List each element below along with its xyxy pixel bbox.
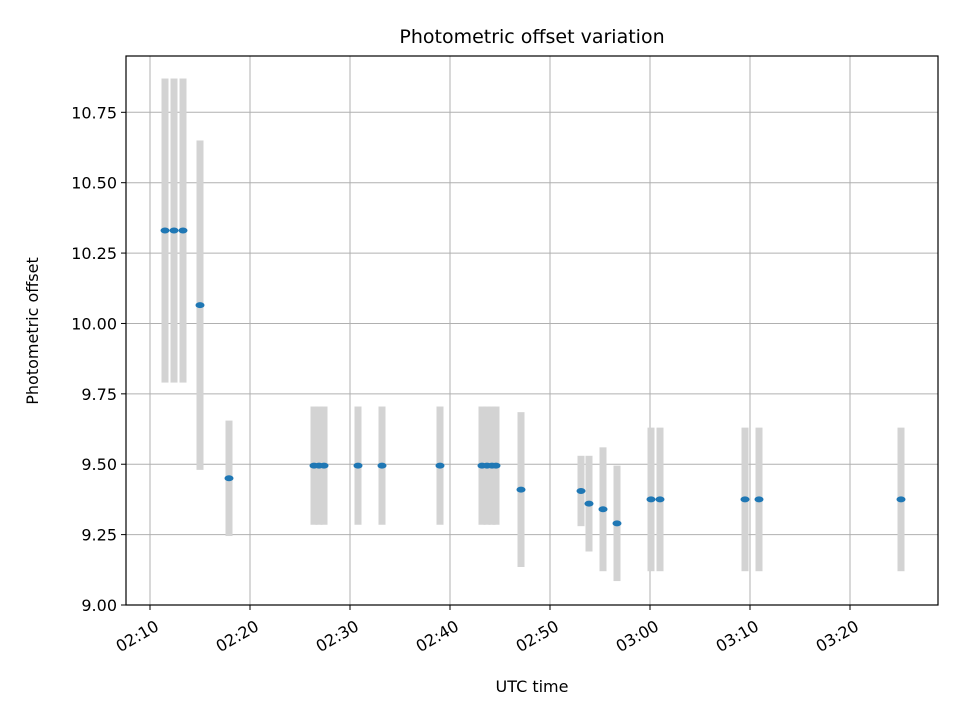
data-point [160,227,170,234]
data-point [516,486,526,493]
data-point [612,520,622,527]
data-point [740,496,750,503]
data-point [435,462,445,469]
data-point [195,302,205,309]
data-point [896,496,906,503]
data-point [576,487,586,494]
data-point [584,500,594,507]
data-point [353,462,363,469]
y-tick-label: 9.00 [81,596,117,615]
data-point [491,462,501,469]
chart-title: Photometric offset variation [399,26,664,48]
y-tick-label: 10.75 [71,103,117,122]
data-point [224,475,234,482]
data-point [319,462,329,469]
y-tick-label: 9.25 [81,526,117,545]
y-tick-label: 10.25 [71,244,117,263]
data-points [160,227,906,527]
y-tick-label: 10.00 [71,314,117,333]
data-point [178,227,188,234]
y-tick-label: 10.50 [71,174,117,193]
grid [126,56,938,606]
data-point [169,227,179,234]
plot-frame [125,55,939,606]
y-axis-label: Photometric offset [23,257,42,405]
y-tick-label: 9.75 [81,385,117,404]
data-point [655,496,665,503]
y-tick-label: 9.50 [81,455,117,474]
data-point [598,506,608,513]
x-axis-label: UTC time [496,677,569,696]
data-point [377,462,387,469]
data-point [646,496,656,503]
data-point [754,496,764,503]
